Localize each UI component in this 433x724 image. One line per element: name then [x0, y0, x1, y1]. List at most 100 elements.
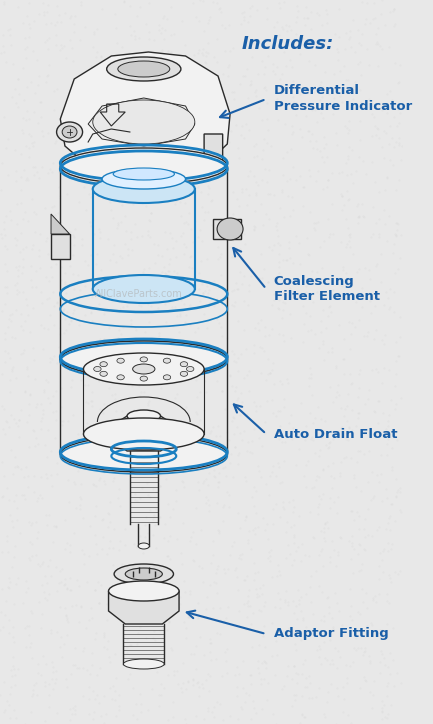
- Point: [33, 54, 40, 66]
- Point: [119, 41, 126, 53]
- Point: [49, 406, 56, 418]
- Point: [293, 644, 300, 655]
- Point: [176, 197, 183, 209]
- Point: [336, 470, 343, 481]
- Point: [229, 299, 236, 311]
- Point: [79, 513, 86, 524]
- Point: [19, 214, 26, 225]
- Point: [3, 243, 10, 254]
- Point: [22, 718, 29, 724]
- Point: [77, 0, 84, 7]
- Point: [343, 431, 350, 442]
- Point: [125, 155, 132, 167]
- Point: [56, 190, 63, 202]
- Point: [151, 408, 158, 419]
- Point: [295, 237, 302, 248]
- Point: [166, 512, 173, 523]
- Point: [23, 173, 30, 185]
- Point: [212, 354, 219, 366]
- Point: [317, 288, 324, 300]
- Point: [124, 641, 131, 652]
- Point: [228, 240, 235, 252]
- Point: [38, 670, 45, 681]
- Point: [329, 623, 336, 635]
- Point: [96, 597, 103, 609]
- Point: [303, 459, 310, 471]
- Point: [96, 232, 103, 244]
- Point: [195, 232, 202, 243]
- Point: [361, 427, 368, 439]
- Point: [29, 425, 36, 437]
- Point: [347, 379, 354, 390]
- Point: [44, 293, 51, 305]
- Point: [383, 429, 390, 440]
- Point: [11, 144, 18, 156]
- Point: [11, 495, 18, 507]
- Point: [64, 615, 71, 626]
- Point: [96, 376, 103, 387]
- Point: [45, 292, 52, 304]
- Point: [50, 661, 57, 673]
- Point: [7, 315, 14, 327]
- Point: [393, 336, 400, 348]
- Point: [136, 620, 143, 632]
- Point: [317, 494, 324, 505]
- Point: [375, 228, 382, 240]
- Point: [84, 370, 91, 382]
- Point: [30, 303, 37, 314]
- Point: [79, 120, 86, 132]
- Point: [294, 584, 301, 595]
- Point: [312, 176, 319, 188]
- Point: [393, 224, 400, 235]
- Point: [8, 331, 15, 342]
- Point: [341, 353, 348, 364]
- Point: [236, 605, 242, 616]
- Point: [36, 597, 42, 608]
- Point: [358, 300, 365, 312]
- Point: [353, 165, 360, 177]
- Point: [361, 647, 368, 658]
- Point: [267, 368, 274, 379]
- Point: [66, 318, 73, 329]
- Point: [344, 434, 351, 446]
- Point: [214, 560, 221, 572]
- Point: [118, 571, 125, 582]
- Point: [37, 415, 44, 426]
- Point: [325, 602, 332, 613]
- Point: [291, 537, 297, 549]
- Point: [220, 515, 226, 527]
- Point: [235, 143, 242, 154]
- Point: [207, 637, 214, 649]
- Point: [376, 214, 383, 225]
- Point: [335, 319, 342, 331]
- Point: [228, 125, 235, 137]
- Point: [344, 400, 351, 411]
- Point: [23, 620, 30, 631]
- Point: [385, 420, 392, 432]
- Point: [310, 434, 317, 445]
- Point: [151, 509, 158, 521]
- Point: [107, 179, 113, 190]
- Point: [395, 76, 402, 88]
- Point: [152, 652, 159, 664]
- Point: [20, 243, 27, 255]
- Point: [244, 437, 251, 448]
- Point: [152, 486, 159, 497]
- Point: [65, 474, 71, 486]
- Point: [32, 550, 39, 561]
- Point: [214, 525, 221, 536]
- Point: [248, 41, 255, 53]
- Point: [179, 275, 186, 287]
- Point: [113, 710, 120, 722]
- Point: [339, 706, 346, 717]
- Point: [313, 644, 320, 656]
- Point: [325, 437, 332, 448]
- Point: [342, 267, 349, 279]
- Point: [304, 681, 310, 693]
- Point: [290, 204, 297, 216]
- Point: [86, 112, 93, 124]
- Point: [52, 19, 58, 30]
- Point: [41, 384, 48, 396]
- Point: [287, 308, 294, 319]
- Point: [246, 279, 252, 290]
